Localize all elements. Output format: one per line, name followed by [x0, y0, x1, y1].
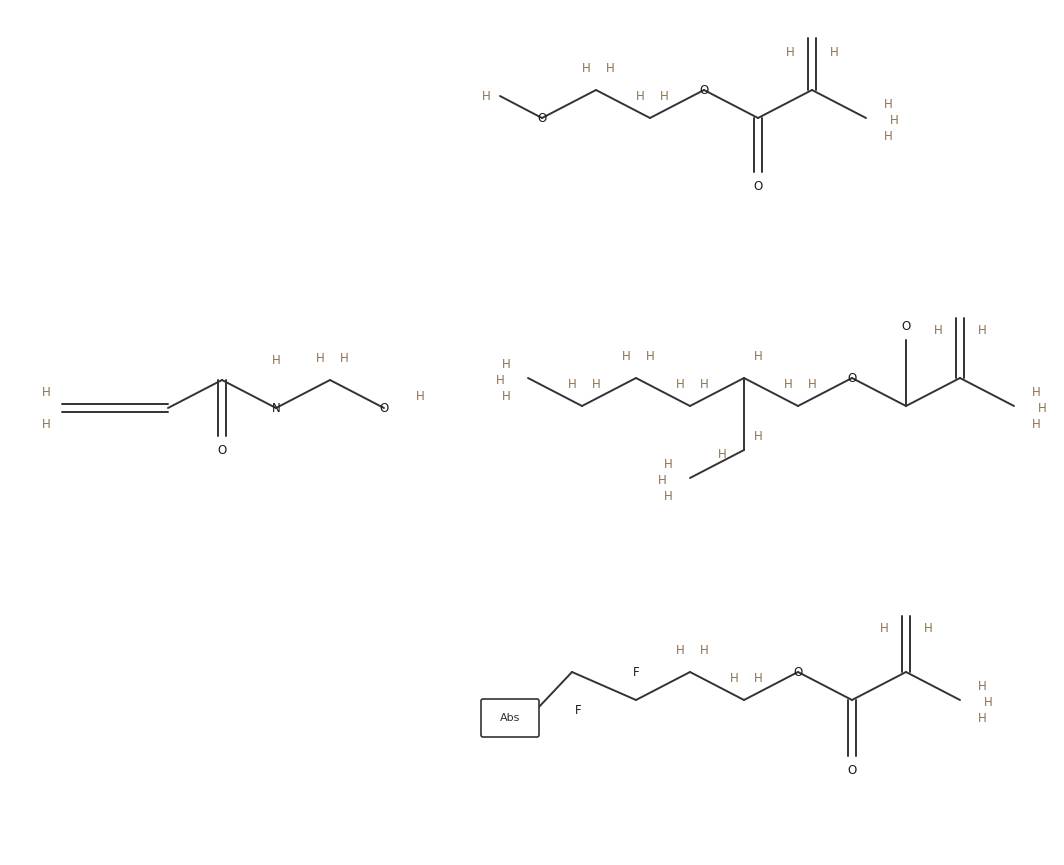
Text: H: H: [664, 458, 672, 471]
Text: H: H: [890, 113, 898, 126]
Text: H: H: [41, 386, 50, 399]
Text: O: O: [217, 444, 227, 457]
Text: H: H: [676, 377, 684, 390]
Text: H: H: [416, 389, 425, 402]
Text: O: O: [699, 84, 709, 97]
Text: H: H: [1032, 418, 1041, 431]
Text: H: H: [783, 377, 793, 390]
Text: H: H: [978, 680, 986, 693]
Text: F: F: [633, 665, 639, 678]
Text: O: O: [537, 112, 547, 125]
Text: H: H: [753, 671, 763, 684]
Text: H: H: [621, 349, 630, 362]
Text: H: H: [883, 98, 893, 111]
Text: H: H: [646, 349, 654, 362]
Text: H: H: [983, 695, 993, 708]
Text: H: H: [978, 712, 986, 725]
Text: N: N: [271, 401, 281, 414]
Text: O: O: [901, 319, 911, 332]
Text: O: O: [847, 764, 857, 777]
Text: H: H: [496, 374, 504, 387]
Text: H: H: [41, 418, 50, 431]
Text: F: F: [575, 703, 581, 716]
Text: H: H: [567, 377, 577, 390]
Text: H: H: [582, 61, 591, 74]
Text: H: H: [1037, 401, 1046, 414]
Text: H: H: [605, 61, 614, 74]
FancyBboxPatch shape: [481, 699, 539, 737]
Text: H: H: [676, 644, 684, 657]
Text: H: H: [316, 351, 325, 364]
Text: H: H: [730, 671, 738, 684]
Text: H: H: [753, 430, 763, 443]
Text: H: H: [501, 357, 511, 370]
Text: H: H: [1032, 386, 1041, 399]
Text: H: H: [339, 351, 348, 364]
Text: H: H: [785, 46, 795, 59]
Text: H: H: [592, 377, 600, 390]
Text: H: H: [753, 349, 763, 362]
Text: H: H: [880, 621, 888, 635]
Text: O: O: [847, 371, 857, 385]
Text: H: H: [700, 644, 709, 657]
Text: H: H: [830, 46, 838, 59]
Text: O: O: [753, 180, 763, 193]
Text: O: O: [380, 401, 388, 414]
Text: H: H: [924, 621, 932, 635]
Text: H: H: [933, 324, 943, 336]
Text: H: H: [482, 89, 491, 102]
Text: H: H: [660, 89, 668, 102]
Text: H: H: [700, 377, 709, 390]
Text: H: H: [978, 324, 986, 336]
Text: H: H: [658, 473, 666, 486]
Text: H: H: [883, 130, 893, 143]
Text: H: H: [635, 89, 645, 102]
Text: O: O: [794, 665, 802, 678]
Text: H: H: [271, 354, 281, 367]
Text: H: H: [664, 490, 672, 503]
Text: Abs: Abs: [500, 713, 520, 723]
Text: H: H: [501, 389, 511, 402]
Text: H: H: [808, 377, 816, 390]
Text: H: H: [717, 447, 727, 460]
